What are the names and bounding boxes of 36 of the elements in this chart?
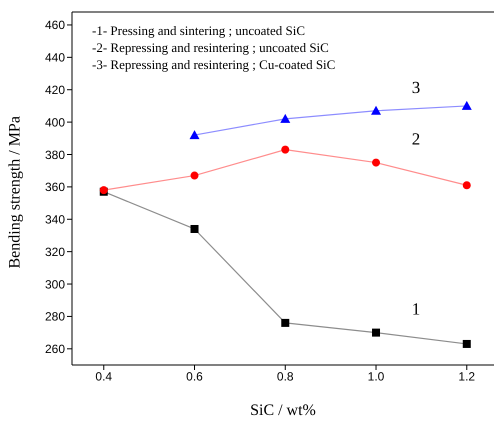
y-tick-label: 360	[44, 180, 66, 194]
point	[372, 158, 380, 167]
x-tick-label: 1.0	[368, 370, 385, 384]
point	[462, 340, 471, 348]
x-tick-label: 1.2	[458, 370, 476, 384]
annotation: -1- Pressing and sintering ; uncoated SiC	[92, 22, 306, 39]
y-tick-label: 260	[44, 342, 66, 356]
annotation: -3- Repressing and resintering ; Cu-coated SiC	[92, 56, 336, 73]
x-tick-label: 0.8	[276, 370, 294, 384]
point	[462, 100, 472, 110]
annotation: -2- Repressing and resintering ; uncoated SiC	[92, 39, 330, 56]
point	[281, 318, 290, 327]
y-tick-label: 340	[44, 212, 66, 227]
point	[190, 130, 200, 140]
point	[190, 224, 199, 233]
y-tick-label: 280	[44, 310, 66, 324]
series-label: 1	[412, 300, 420, 319]
y-axis-title: Bending strength / MPa	[6, 116, 24, 268]
y-tick-label: 420	[44, 82, 66, 97]
point	[462, 181, 471, 190]
series-label: 3	[412, 78, 420, 97]
point	[372, 328, 380, 337]
x-tick-label: 0.4	[95, 370, 112, 384]
y-tick-label: 380	[44, 148, 66, 162]
point	[280, 114, 290, 123]
series-label: 2	[412, 130, 420, 149]
y-tick-label: 460	[44, 18, 66, 32]
point	[371, 106, 382, 115]
y-tick-label: 440	[44, 50, 66, 65]
point	[190, 172, 199, 180]
y-tick-label: 320	[44, 244, 66, 259]
y-tick-label: 400	[44, 115, 66, 130]
x-tick-label: 0.6	[186, 370, 204, 384]
x-axis-title: SiC / wt%	[250, 402, 316, 419]
point	[281, 146, 290, 154]
y-tick-label: 300	[44, 277, 66, 292]
